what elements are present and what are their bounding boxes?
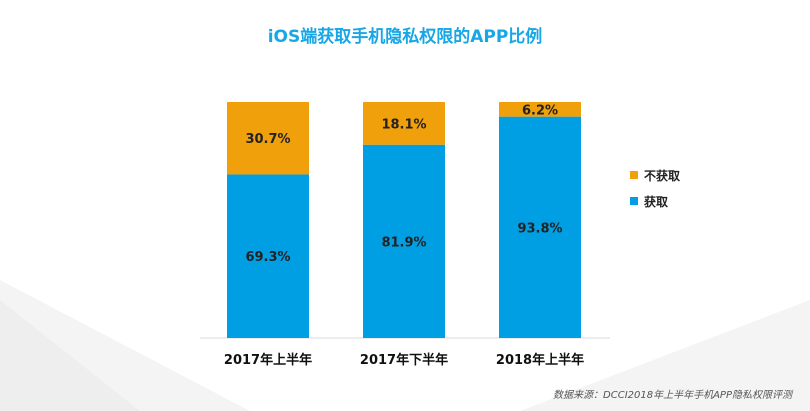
legend-label-not-get: 不获取 <box>644 168 681 183</box>
legend: 不获取 获取 <box>630 168 680 220</box>
data-label-not-get-1: 30.7% <box>245 132 290 147</box>
data-label-not-get-3: 6.2% <box>522 103 558 118</box>
legend-label-get: 获取 <box>644 194 669 209</box>
x-tick-label-3: 2018年上半年 <box>496 352 584 368</box>
bar-not-get-3 <box>499 102 581 117</box>
x-tick-label-1: 2017年上半年 <box>224 352 312 368</box>
bar-not-get-1 <box>227 102 309 175</box>
bar-get-1 <box>227 174 309 338</box>
bar-get-3 <box>499 116 581 338</box>
x-tick-label-2: 2017年下半年 <box>360 352 448 368</box>
bar-not-get-2 <box>363 102 445 145</box>
chart-title: iOS端获取手机隐私权限的APP比例 <box>267 27 543 47</box>
bar-get-2 <box>363 144 445 338</box>
data-label-get-1: 69.3% <box>245 250 290 265</box>
data-label-get-3: 93.8% <box>517 221 562 236</box>
legend-item-not-get: 不获取 <box>630 168 681 183</box>
data-label-not-get-2: 18.1% <box>381 117 426 132</box>
legend-item-get: 获取 <box>630 194 680 209</box>
data-source-note: 数据来源：DCCI2018年上半年手机APP隐私权限评测 <box>553 390 792 401</box>
data-label-get-2: 81.9% <box>381 235 426 250</box>
legend-swatch-not-get <box>630 171 638 179</box>
legend-swatch-get <box>630 197 638 205</box>
